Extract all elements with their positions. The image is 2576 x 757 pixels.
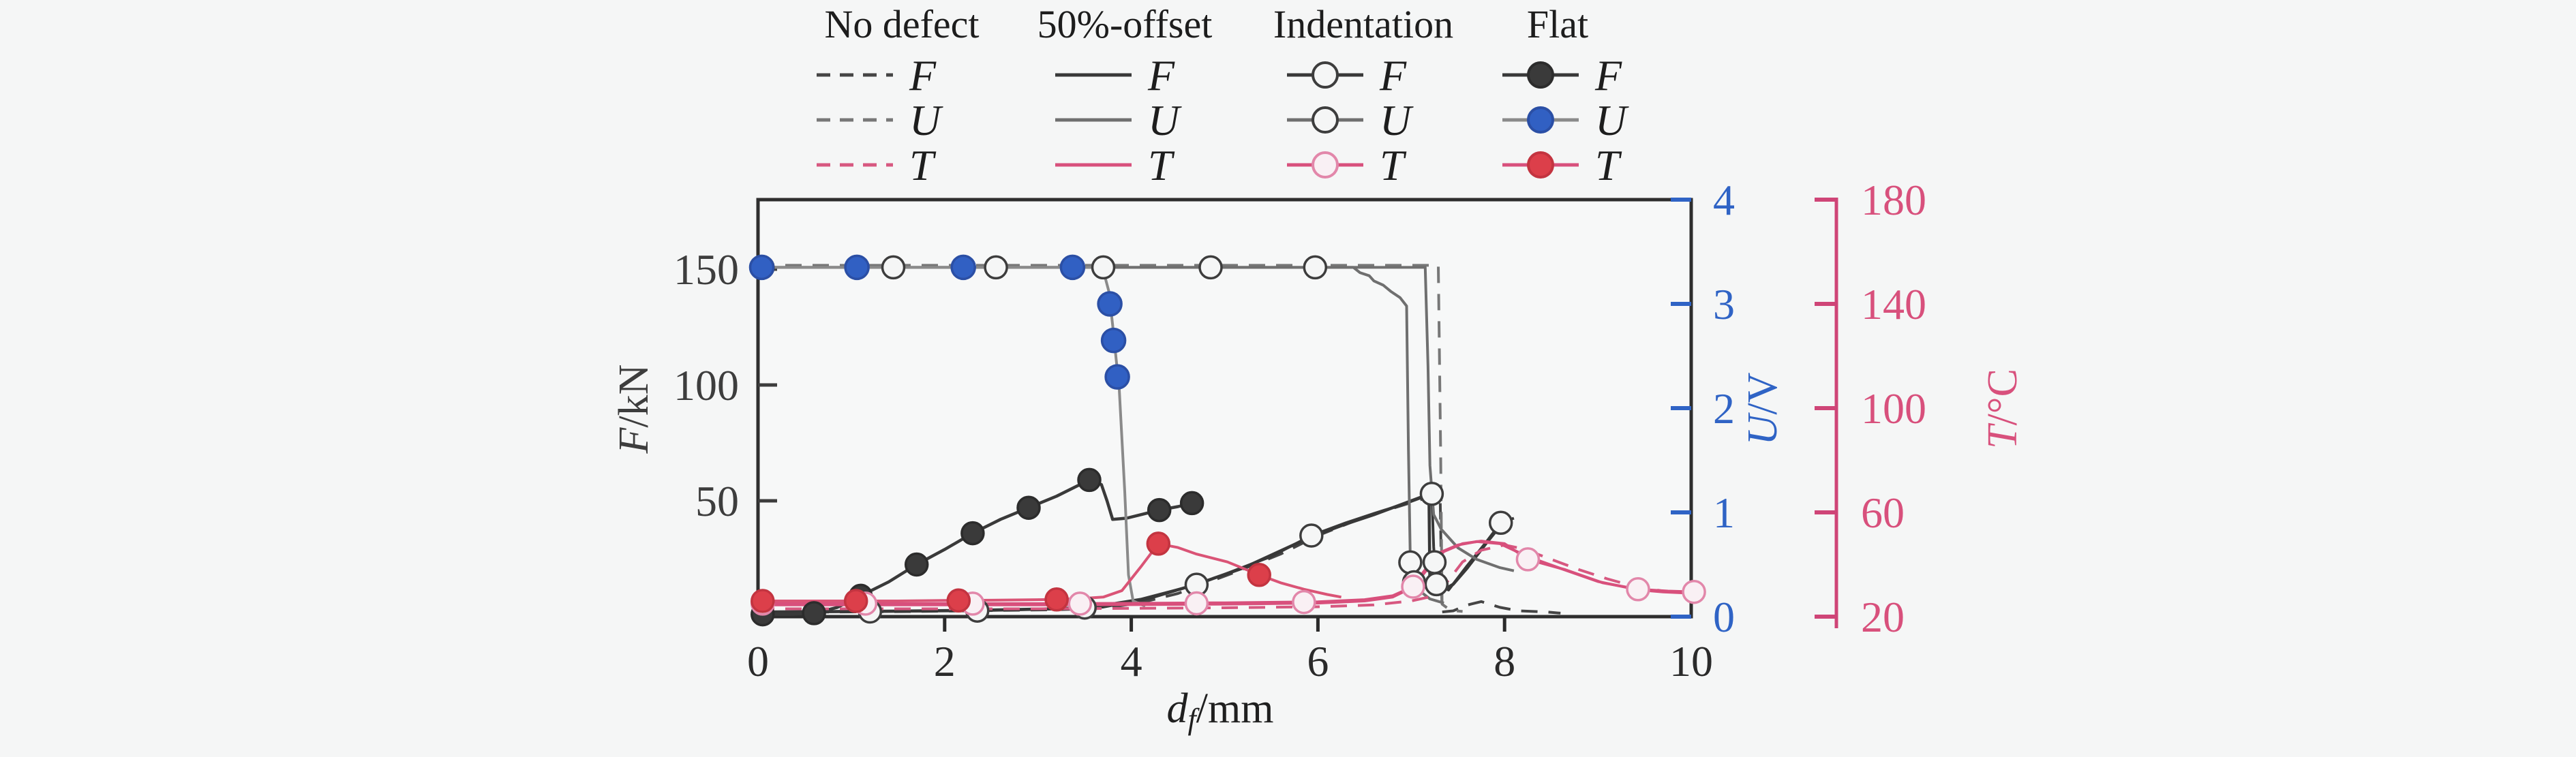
series-indentation-T-marker xyxy=(1401,574,1425,599)
legend-group-no-defect: No defect FUT xyxy=(817,2,980,189)
series-indentation-F-marker xyxy=(1422,550,1447,574)
legend-sample-marker xyxy=(1312,106,1339,134)
legend-group-title: Indentation xyxy=(1273,2,1453,46)
series-indentation-T-marker xyxy=(1626,577,1650,602)
temperature-tick-label: 20 xyxy=(1861,593,1905,641)
x-tick-label: 8 xyxy=(1494,637,1515,685)
x-axis-title: df/mm xyxy=(1167,685,1274,736)
force-tick-label: 150 xyxy=(673,245,739,294)
series-indentation-T-marker xyxy=(1184,591,1209,616)
series-indentation-U-marker xyxy=(1198,255,1223,280)
series-flat-U-marker xyxy=(844,254,870,281)
series-indentation-F-marker xyxy=(1299,523,1324,548)
series-indentation-F-marker xyxy=(1488,510,1513,536)
series-offset50-U-line xyxy=(758,266,1515,572)
legend-item-label: T xyxy=(1148,141,1175,189)
legend-item-label: T xyxy=(909,141,937,189)
voltage-tick-label: 1 xyxy=(1713,489,1735,537)
voltage-tick-label: 3 xyxy=(1713,280,1735,328)
series-indentation-F-marker xyxy=(1419,482,1444,506)
legend-sample-marker xyxy=(1527,106,1554,134)
series-flat-U-marker xyxy=(1100,327,1127,354)
legend: No defectFUT50%-offsetFUTIndentationFUTF… xyxy=(817,2,1629,189)
voltage-tick-label: 0 xyxy=(1713,593,1735,641)
series-indentation-U-marker xyxy=(1091,255,1116,280)
legend-item-label: T xyxy=(1380,141,1407,189)
series-indentation-F-marker xyxy=(1424,572,1449,597)
y-axis-title-voltage: U/V xyxy=(1740,372,1786,445)
series-flat-T-marker xyxy=(843,589,868,613)
legend-item-label: F xyxy=(1379,51,1407,99)
axis-ticks xyxy=(758,198,1836,632)
legend-item-label: U xyxy=(1595,96,1629,144)
series-flat-T-marker xyxy=(1044,587,1069,612)
legend-sample-marker xyxy=(1527,151,1554,179)
legend-sample-marker xyxy=(1312,151,1339,179)
temperature-tick-label: 100 xyxy=(1861,384,1926,433)
series-markers xyxy=(748,254,1706,627)
series-indentation-U-marker xyxy=(1303,255,1328,280)
temperature-tick-label: 60 xyxy=(1861,489,1905,537)
x-tick-label: 6 xyxy=(1307,637,1329,685)
x-tick-label: 0 xyxy=(747,637,769,685)
legend-group-title: Flat xyxy=(1527,2,1588,46)
series-flat-F-marker xyxy=(1147,497,1172,523)
series-flat-F-marker xyxy=(1016,495,1041,520)
legend-item-label: F xyxy=(1147,51,1175,99)
voltage-tick-label: 4 xyxy=(1713,176,1735,224)
x-tick-label: 2 xyxy=(934,637,956,685)
legend-item-label: U xyxy=(909,96,943,144)
legend-item-label: F xyxy=(909,51,937,99)
legend-item-label: U xyxy=(1148,96,1182,144)
plot-area xyxy=(756,198,1693,619)
legend-sample-marker xyxy=(1312,61,1339,89)
x-tick-label: 4 xyxy=(1121,637,1142,685)
temperature-tick-label: 180 xyxy=(1861,176,1926,224)
legend-item-label: F xyxy=(1594,51,1622,99)
series-flat-T-marker xyxy=(1247,563,1271,587)
legend-sample-marker xyxy=(1527,61,1554,89)
series-flat-F-marker xyxy=(802,601,826,625)
series-flat-U-marker xyxy=(748,254,775,281)
y-axis-title-temperature: T/°C xyxy=(1980,369,2026,449)
series-flat-U-marker xyxy=(1097,291,1123,317)
series-flat-F-marker xyxy=(960,521,985,546)
series-indentation-U-marker xyxy=(881,255,906,280)
force-tick-label: 100 xyxy=(673,361,739,410)
temperature-tick-label: 140 xyxy=(1861,280,1926,328)
series-flat-U-marker xyxy=(1104,364,1130,390)
series-flat-T-marker xyxy=(946,588,971,613)
series-flat-U-marker xyxy=(1059,254,1086,281)
legend-group-indentation: Indentation FUT xyxy=(1273,2,1453,189)
x-tick-label: 10 xyxy=(1669,637,1713,685)
series-flat-F-marker xyxy=(1077,467,1102,493)
y-axis-title-force: F/kN xyxy=(611,365,657,454)
voltage-tick-label: 2 xyxy=(1713,384,1735,433)
series-flat-T-marker xyxy=(751,589,775,613)
series-indentation-U-marker xyxy=(1398,550,1423,575)
series-flat-F-marker xyxy=(904,552,929,577)
series-indentation-T-marker xyxy=(1515,547,1541,572)
legend-item-label: U xyxy=(1380,96,1414,144)
series-flat-T-marker xyxy=(1146,531,1171,556)
legend-group-title: 50%-offset xyxy=(1037,2,1213,46)
series-flat-T-line xyxy=(758,542,1342,602)
series-indentation-U-marker xyxy=(984,255,1008,280)
axis-tick-labels: 0 2 4 6 8 10 50 100 150 0 1 2 3 4 20 60 100 140 180 xyxy=(673,176,1926,685)
series-indentation-T-marker xyxy=(1292,589,1316,615)
force-tick-label: 50 xyxy=(695,477,739,525)
series-indentation-T-marker xyxy=(1067,591,1093,616)
series-flat-F-marker xyxy=(1179,491,1204,516)
series-flat-U-marker xyxy=(950,254,976,281)
legend-group-50-offset: 50%-offset FUT xyxy=(1037,2,1213,189)
series-indentation-T-marker xyxy=(1682,579,1706,604)
legend-group-title: No defect xyxy=(824,2,979,46)
legend-item-label: T xyxy=(1595,141,1622,189)
